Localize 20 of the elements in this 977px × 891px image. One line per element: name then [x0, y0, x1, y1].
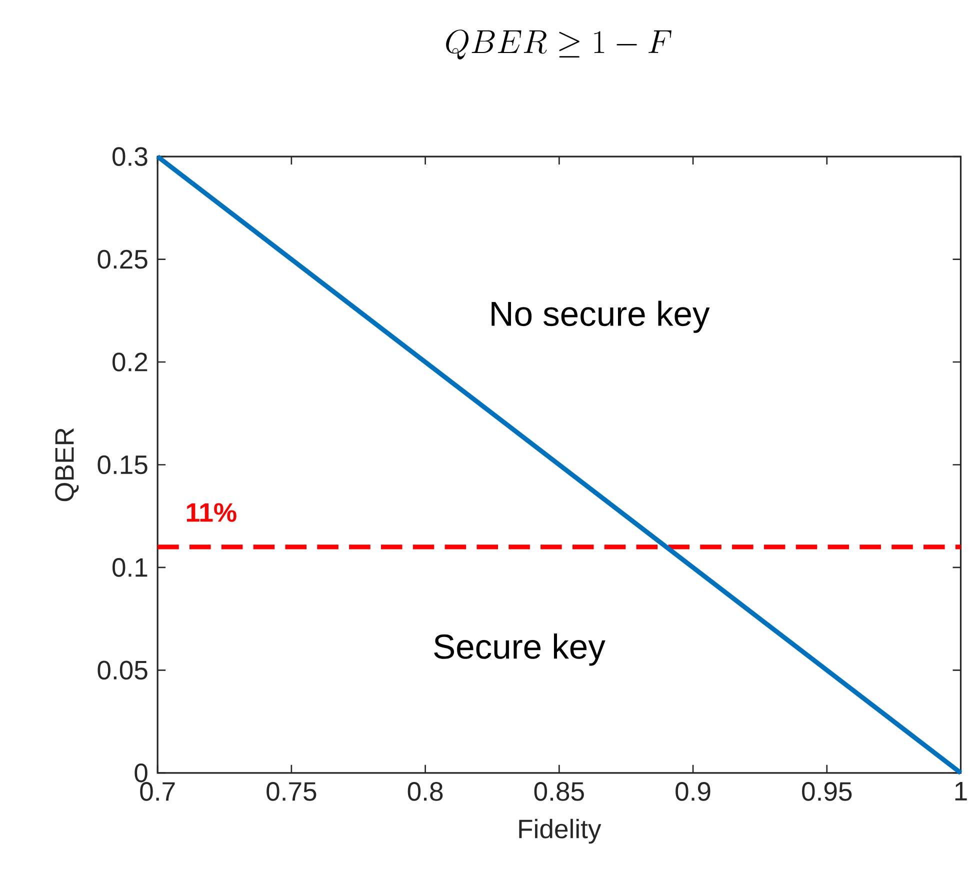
y-tick-label: 0: [134, 764, 148, 783]
x-tick-label: 0.95: [802, 782, 852, 802]
x-tick-label: 0.75: [266, 782, 316, 802]
x-tick-label: 1: [955, 782, 967, 801]
chart-title: $QBER \geq 1 - F$: [446, 30, 672, 60]
y-tick-label: 0.2: [112, 352, 148, 372]
y-axis-title: QBER: [55, 428, 79, 502]
x-tick-label: 0.8: [408, 782, 443, 802]
x-tick-label: 0.9: [676, 782, 710, 802]
y-tick-label: 0.25: [98, 250, 148, 269]
y-tick-label: 0.3: [112, 147, 148, 166]
y-tick-label: 0.1: [112, 558, 148, 578]
x-axis-title: Fidelity: [519, 819, 602, 844]
annotation: Secure key: [434, 634, 606, 666]
annotation: No secure key: [492, 300, 710, 334]
x-tick-label: 0.7: [140, 782, 175, 802]
x-tick-label: 0.85: [534, 782, 584, 802]
ref-line-label: 11%: [186, 503, 236, 522]
y-tick-label: 0.05: [98, 660, 148, 680]
y-tick-label: 0.15: [98, 456, 148, 474]
